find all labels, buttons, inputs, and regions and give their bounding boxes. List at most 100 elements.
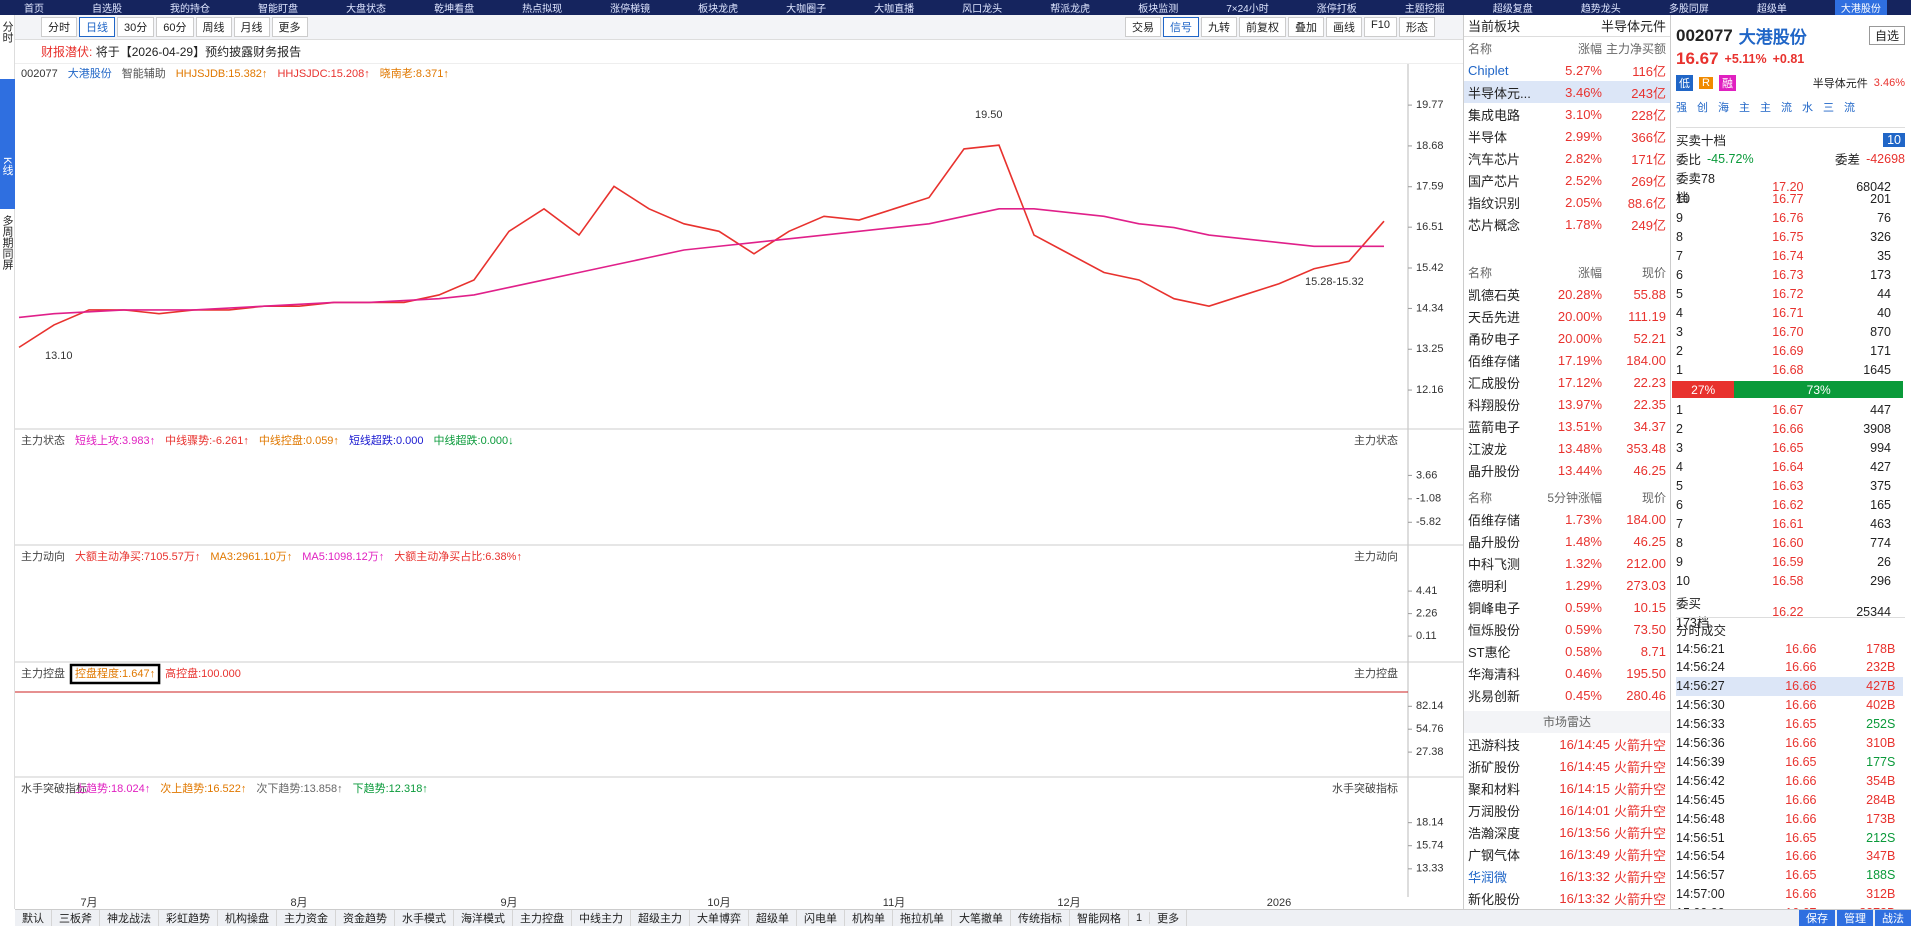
change: +0.81 xyxy=(1772,52,1805,66)
legend-text: 中线骤势:-6.261↑ xyxy=(165,433,249,447)
strategy-tag: 创 xyxy=(1697,102,1708,114)
book-row: 委买173档 16.22 25344 xyxy=(1676,593,1903,630)
cell: 20.00% xyxy=(1557,308,1602,324)
cell: 280.46 xyxy=(1626,687,1666,703)
book-cell: 16.69 xyxy=(1772,344,1804,359)
book-row: 7 16.61 463 xyxy=(1676,515,1903,534)
nav-tab: 首页 xyxy=(24,4,44,15)
book-row: 7 16.74 35 xyxy=(1676,246,1903,265)
table-row: 江波龙 13.48% 353.48 xyxy=(1464,437,1670,459)
notice-label: 财报潜伏: xyxy=(41,45,93,59)
book-title: 买卖十档 xyxy=(1676,134,1727,148)
cell: 1.48% xyxy=(1565,533,1602,549)
cell: 0.59% xyxy=(1565,599,1602,615)
y-tick-label: 16.51 xyxy=(1416,221,1444,233)
trade-cell: B xyxy=(1887,773,1896,788)
tag: 融 xyxy=(1718,75,1736,91)
cell: 凯德石英 xyxy=(1468,287,1521,303)
indicator-tab: 更多 xyxy=(1150,910,1188,926)
trade-cell: 14:56:39 xyxy=(1676,754,1725,769)
trade-cell: 16.65 xyxy=(1785,754,1817,769)
trade-cell: 16.66 xyxy=(1785,811,1817,826)
trades-title: 分时成交 xyxy=(1676,624,1727,638)
cell: 366亿 xyxy=(1631,129,1666,145)
nav-tab: 风口龙头 xyxy=(962,4,1003,15)
legend-text: 大额主动净买占比:6.38%↑ xyxy=(394,549,522,563)
cell: 16/14:45 xyxy=(1559,736,1610,752)
book-cell: 16.76 xyxy=(1772,210,1804,225)
trade-cell: B xyxy=(1887,736,1896,750)
legend-text: 次下趋势:13.858↑ xyxy=(256,781,342,795)
trade-cell: B xyxy=(1887,887,1896,902)
y-tick-label: 0.11 xyxy=(1416,630,1437,642)
indicator-tab: 智能网格 xyxy=(1070,910,1129,926)
cell: 火箭升空 xyxy=(1613,759,1666,775)
cell: 243亿 xyxy=(1631,85,1666,101)
book-row: 5 16.72 44 xyxy=(1676,285,1903,304)
trade-cell: B xyxy=(1887,641,1896,656)
quote-row: 强创海主主流水三流 xyxy=(1676,99,1905,115)
y-tick-label: 17.59 xyxy=(1416,181,1444,193)
cell: 晶升股份 xyxy=(1468,463,1521,479)
cell: 蓝箭电子 xyxy=(1468,419,1521,435)
cell: 116亿 xyxy=(1632,63,1666,79)
cell: 2.82% xyxy=(1565,150,1602,166)
period-tab: 60分 xyxy=(156,17,194,37)
cell: 佰维存储 xyxy=(1468,512,1521,528)
radar-row: 广钢气体 16/13:49 火箭升空 xyxy=(1464,843,1670,865)
cell: 晶升股份 xyxy=(1468,534,1521,550)
trade-cell: 16.66 xyxy=(1785,679,1817,694)
action-button: 管理 xyxy=(1837,910,1873,926)
tool-button: 前复权 xyxy=(1239,17,1287,37)
cell: 17.19% xyxy=(1557,352,1602,368)
book-row: 1 16.67 447 xyxy=(1676,400,1903,419)
book-cell: 68042 xyxy=(1856,180,1891,194)
nav-tab: 热点拟现 xyxy=(522,4,563,15)
nav-tab: 智能盯盘 xyxy=(258,4,299,15)
cell: 13.97% xyxy=(1557,396,1602,412)
trade-cell: 14:56:24 xyxy=(1676,660,1725,675)
trade-cell: 354 xyxy=(1866,773,1887,788)
indicator-tab: 中线主力 xyxy=(572,910,631,926)
cell: 指纹识别 xyxy=(1468,195,1521,211)
column-header: 涨幅 xyxy=(1577,41,1602,56)
book-row: 委卖78档 17.20 68042 xyxy=(1676,168,1903,205)
trade-cell: 178 xyxy=(1866,641,1887,656)
table-row: ST惠伦 0.58% 8.71 xyxy=(1464,640,1670,662)
y-tick-label: 13.25 xyxy=(1416,343,1444,355)
trade-cell: 402 xyxy=(1866,698,1887,713)
y-tick-label: 82.14 xyxy=(1416,700,1444,712)
cell: 22.23 xyxy=(1633,374,1666,390)
trade-cell: 14:56:48 xyxy=(1676,811,1725,826)
table-row: 铜峰电子 0.59% 10.15 xyxy=(1464,596,1670,618)
quote-panel: 002077 大港股份 自选 16.67 +5.11% +0.81 低 R 融 半导体元件 3.46… xyxy=(1672,15,1911,909)
cell: 汽车芯片 xyxy=(1468,151,1521,167)
table-row: 晶升股份 1.48% 46.25 xyxy=(1464,530,1670,552)
book-cell: 16.73 xyxy=(1772,267,1804,282)
cell: 恒烁股份 xyxy=(1468,622,1521,638)
stock-name: 大港股份 xyxy=(1738,28,1807,47)
legend-text: 智能辅助 xyxy=(122,66,166,80)
x-tick-label: 8月 xyxy=(290,897,307,909)
quote-row: 委比 -45.72% 委差 -42698 xyxy=(1676,149,1905,168)
book-cell: 296 xyxy=(1870,574,1891,589)
nav-tab: 超级复盘 xyxy=(1492,4,1533,15)
annotation: 13.10 xyxy=(45,350,73,362)
cell: 16/14:15 xyxy=(1559,780,1610,796)
cell: 73.50 xyxy=(1633,621,1666,637)
cell: 1.78% xyxy=(1565,216,1602,232)
trade-cell: 252 xyxy=(1866,717,1887,732)
trade-cell: 14:56:30 xyxy=(1676,698,1725,713)
sector-header: 当前板块 半导体元件 xyxy=(1464,15,1670,37)
radar-title: 市场雷达 xyxy=(1464,711,1670,733)
cell: 1.32% xyxy=(1565,555,1602,571)
price: 16.67 xyxy=(1676,49,1719,68)
cell: 0.58% xyxy=(1565,643,1602,659)
trade-cell: 14:57:00 xyxy=(1676,887,1725,902)
trade-cell: 16.66 xyxy=(1785,887,1817,902)
x-tick-label: 2026 xyxy=(1267,897,1291,909)
cell: 10.15 xyxy=(1633,599,1666,615)
cell: 火箭升空 xyxy=(1613,891,1666,907)
trade-row: 14:56:48 16.66 173 B xyxy=(1676,809,1903,828)
strategy-tag: 水 xyxy=(1802,102,1813,114)
